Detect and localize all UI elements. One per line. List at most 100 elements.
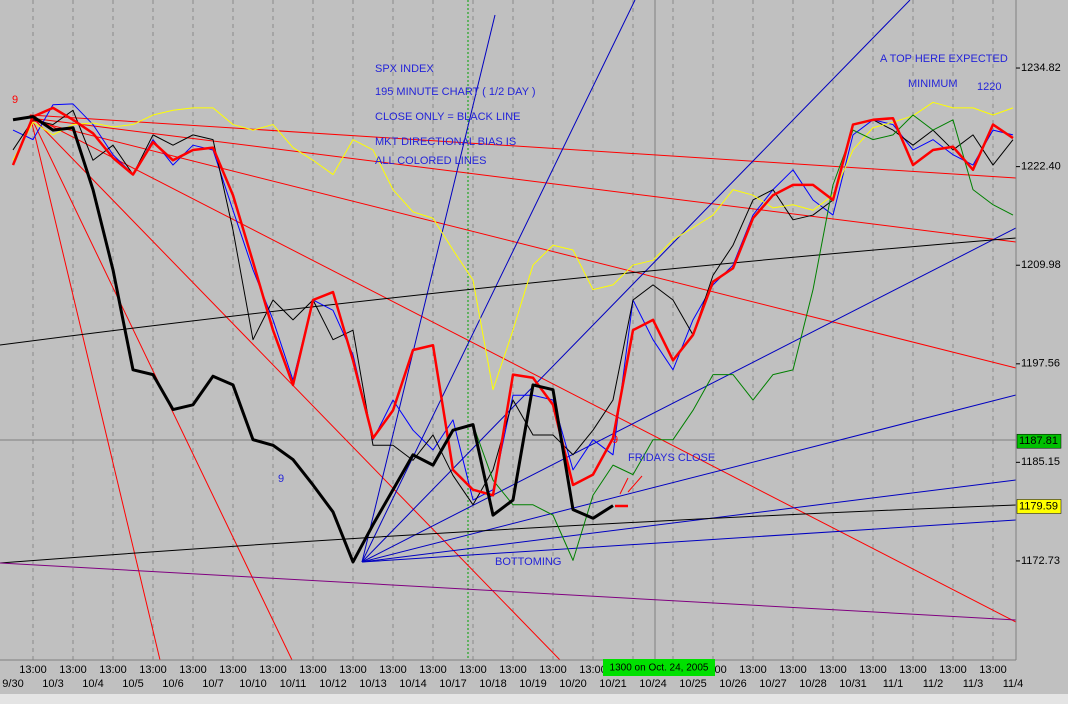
x-tick-label: 13:00 <box>59 664 87 676</box>
x-tick-label: 10/31 <box>839 678 867 690</box>
x-tick-label: 13:00 <box>779 664 807 676</box>
annotation: 9 <box>612 434 618 446</box>
x-tick-label: 10/14 <box>399 678 427 690</box>
x-tick-label: 13:00 <box>299 664 327 676</box>
annotation: 195 MINUTE CHART ( 1/2 DAY ) <box>375 86 536 98</box>
x-tick-label: 10/10 <box>239 678 267 690</box>
x-tick-label: 13:00 <box>379 664 407 676</box>
trend-line <box>29 117 1016 243</box>
annotation: MKT DIRECTIONAL BIAS IS <box>375 136 516 148</box>
x-tick-label: 10/24 <box>639 678 667 690</box>
date-box <box>603 659 715 676</box>
series <box>11 101 1014 564</box>
x-tick-label: 13:00 <box>939 664 967 676</box>
fan-line <box>361 227 1016 563</box>
x-tick-label: 11/1 <box>883 678 904 690</box>
x-tick-label: 10/5 <box>122 678 143 690</box>
x-tick-label: 10/4 <box>82 678 103 690</box>
x-tick-label: 13:00 <box>419 664 447 676</box>
annotation: 9 <box>278 473 284 485</box>
annotation: 1220 <box>977 81 1001 93</box>
trend-line <box>29 114 561 660</box>
fan-line <box>361 394 1016 563</box>
annotation: SPX INDEX <box>375 63 434 75</box>
x-tick-label: 10/12 <box>319 678 347 690</box>
x-tick-label: 13:00 <box>539 664 567 676</box>
x-tick-label: 13:00 <box>139 664 167 676</box>
x-tick-label: 10/28 <box>799 678 827 690</box>
series-line <box>12 101 1014 391</box>
trend-curve <box>0 504 1016 564</box>
series-line <box>472 114 1014 561</box>
trend-line <box>0 562 1016 621</box>
x-tick-label: 13:00 <box>339 664 367 676</box>
fan-line <box>361 14 496 563</box>
trend-line <box>29 119 1016 369</box>
y-tick-label: 1209.98 <box>1021 259 1061 271</box>
x-tick-label: 10/11 <box>280 678 307 690</box>
trend-line <box>29 114 161 660</box>
trend-curve <box>0 237 1016 346</box>
x-tick-label: 11/4 <box>1003 678 1024 690</box>
y-tick-label: 1172.73 <box>1021 555 1060 567</box>
x-tick-label: 10/17 <box>439 678 467 690</box>
x-tick-label: 10/13 <box>359 678 387 690</box>
x-tick-label: 10/27 <box>759 678 787 690</box>
x-tick-label: 10/26 <box>719 678 747 690</box>
price-box <box>1016 433 1062 449</box>
x-tick-label: 13:00 <box>979 664 1007 676</box>
axis-labels: 9/30 13:00 10/3 13:00 10/4 13:00 10/5 13:00 10/6… <box>2 62 1062 690</box>
x-tick-label: 13:00 <box>819 664 847 676</box>
x-tick-label: 13:00 <box>99 664 127 676</box>
y-tick-label: 1185.15 <box>1021 456 1060 468</box>
x-tick-label: 11/3 <box>963 678 984 690</box>
x-tick-label: 10/3 <box>42 678 63 690</box>
annotation: ALL COLORED LINES <box>375 155 486 167</box>
fan-line <box>361 0 636 563</box>
x-tick-label: 10/19 <box>519 678 547 690</box>
trend-line <box>29 114 1016 179</box>
price-box <box>1016 499 1062 514</box>
x-tick-label: 11/2 <box>923 678 944 690</box>
x-tick-label: 13:00 <box>899 664 927 676</box>
date-label: 1300 on Oct. 24, 2005 <box>610 663 709 674</box>
x-tick-label: 13:00 <box>19 664 47 676</box>
x-tick-label: 10/21 <box>599 678 627 690</box>
x-tick-label: 10/7 <box>202 678 223 690</box>
series-line <box>12 115 614 564</box>
x-tick-label: 13:00 <box>579 664 607 676</box>
annotation: MINIMUM <box>908 78 958 90</box>
fan-line <box>361 479 1016 563</box>
price-label: 1179.59 <box>1019 500 1058 512</box>
x-tick-label: 9/30 <box>2 678 23 690</box>
x-tick-label: 13:00 <box>499 664 527 676</box>
annotation: 9 <box>12 94 18 106</box>
trend-line <box>29 114 1016 623</box>
price-label: 1187.81 <box>1019 435 1058 447</box>
x-tick-label: 13:00 <box>739 664 767 676</box>
x-tick-label: 10/18 <box>479 678 507 690</box>
x-tick-label: 13:00 <box>219 664 247 676</box>
scrollbar <box>0 694 1068 704</box>
series-line <box>11 106 1014 497</box>
arrow <box>619 477 629 495</box>
annotation: CLOSE ONLY = BLACK LINE <box>375 111 520 123</box>
series-line <box>12 103 1014 501</box>
annotation: FRIDAYS CLOSE <box>628 452 715 464</box>
y-tick-label: 1222.40 <box>1021 161 1061 173</box>
arrow <box>627 475 643 493</box>
x-tick-label: 13:00 <box>459 664 487 676</box>
y-tick-label: 1234.82 <box>1021 62 1061 74</box>
x-tick-label: 13:00 <box>259 664 287 676</box>
x-tick-label: 10/20 <box>559 678 587 690</box>
x-tick-label: 10/6 <box>162 678 183 690</box>
y-tick-label: 1197.56 <box>1021 358 1060 370</box>
x-tick-label: 13:00 <box>859 664 887 676</box>
x-tick-label: 10/25 <box>679 678 707 690</box>
trend-lines <box>0 0 1016 660</box>
annotation: A TOP HERE EXPECTED <box>880 53 1008 65</box>
x-tick-label: 13:00 <box>179 664 207 676</box>
fan-line <box>361 519 1016 563</box>
